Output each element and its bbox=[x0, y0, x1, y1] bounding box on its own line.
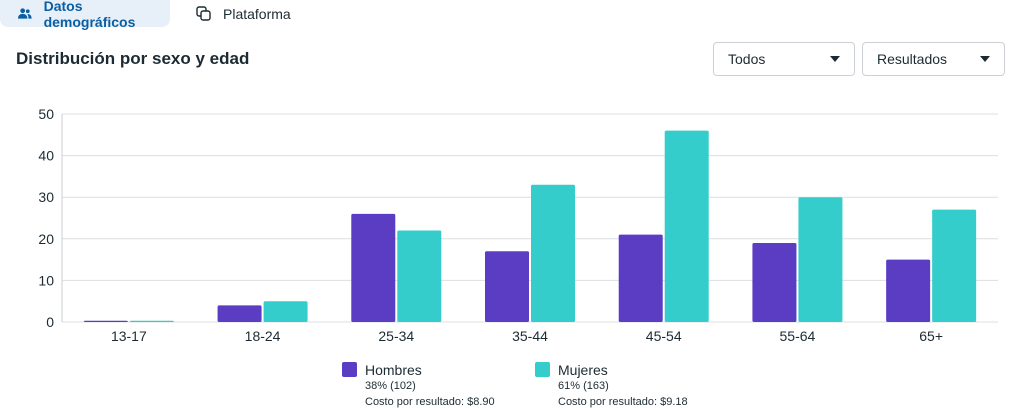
legend-stat: 38% (102) bbox=[365, 380, 416, 392]
legend-label: Hombres bbox=[365, 362, 422, 378]
y-tick-label: 20 bbox=[38, 231, 54, 247]
x-tick-label: 18-24 bbox=[245, 328, 281, 344]
bar-mujeres-65+ bbox=[932, 209, 977, 322]
tab-demographics[interactable]: Datos demográficos bbox=[0, 0, 170, 30]
legend-stat: 61% (163) bbox=[558, 380, 609, 392]
bar-mujeres-25-34 bbox=[397, 230, 442, 322]
section-title: Distribución por sexo y edad bbox=[16, 49, 250, 68]
x-tick-label: 35-44 bbox=[512, 328, 548, 344]
people-icon bbox=[18, 8, 32, 19]
tab-platform[interactable]: Plataforma bbox=[178, 0, 303, 27]
bar-mujeres-45-54 bbox=[664, 130, 709, 322]
x-tick-label: 65+ bbox=[919, 328, 943, 344]
caret-down-icon bbox=[830, 56, 840, 62]
audience-dropdown-value: Todos bbox=[728, 51, 766, 67]
x-tick-label: 13-17 bbox=[111, 328, 147, 344]
y-tick-label: 0 bbox=[46, 314, 54, 330]
x-tick-label: 55-64 bbox=[780, 328, 816, 344]
bar-mujeres-35-44 bbox=[531, 184, 575, 322]
gender-age-bar-chart: 0 10 20 30 40 50 13-17 18-24 25-34 35-44 45-54 55-6… bbox=[38, 106, 998, 344]
audience-dropdown[interactable]: Todos bbox=[713, 42, 855, 76]
x-tick-label: 45-54 bbox=[646, 328, 682, 344]
y-tick-label: 50 bbox=[38, 106, 54, 122]
bar-hombres-25-34 bbox=[351, 213, 396, 322]
tab-platform-label: Plataforma bbox=[223, 5, 291, 22]
metric-dropdown-value: Resultados bbox=[877, 51, 948, 67]
bar-mujeres-55-64 bbox=[798, 197, 843, 322]
x-tick-label: 25-34 bbox=[378, 328, 414, 344]
y-tick-label: 40 bbox=[38, 148, 54, 164]
metric-dropdown[interactable]: Resultados bbox=[862, 42, 1005, 76]
bar-mujeres-13-17 bbox=[129, 320, 174, 322]
legend-label: Mujeres bbox=[558, 362, 608, 378]
bar-hombres-13-17 bbox=[83, 320, 128, 322]
y-tick-label: 30 bbox=[38, 189, 54, 205]
bar-hombres-45-54 bbox=[618, 234, 663, 322]
copy-icon bbox=[196, 6, 211, 21]
bar-mujeres-18-24 bbox=[263, 301, 308, 322]
tab-bar: Datos demográficos Plataforma bbox=[0, 0, 303, 30]
bar-hombres-55-64 bbox=[752, 242, 797, 322]
legend-cost: Costo por resultado: $8.90 bbox=[365, 396, 495, 408]
legend-swatch-hombres bbox=[342, 362, 357, 377]
y-tick-label: 10 bbox=[38, 272, 54, 288]
legend-cost: Costo por resultado: $9.18 bbox=[558, 396, 688, 408]
bar-hombres-65+ bbox=[886, 259, 931, 322]
legend-swatch-mujeres bbox=[535, 362, 550, 377]
tab-demographics-label: Datos demográficos bbox=[43, 0, 136, 30]
bar-hombres-18-24 bbox=[217, 305, 262, 322]
caret-down-icon bbox=[980, 56, 990, 62]
bar-hombres-35-44 bbox=[485, 251, 529, 322]
